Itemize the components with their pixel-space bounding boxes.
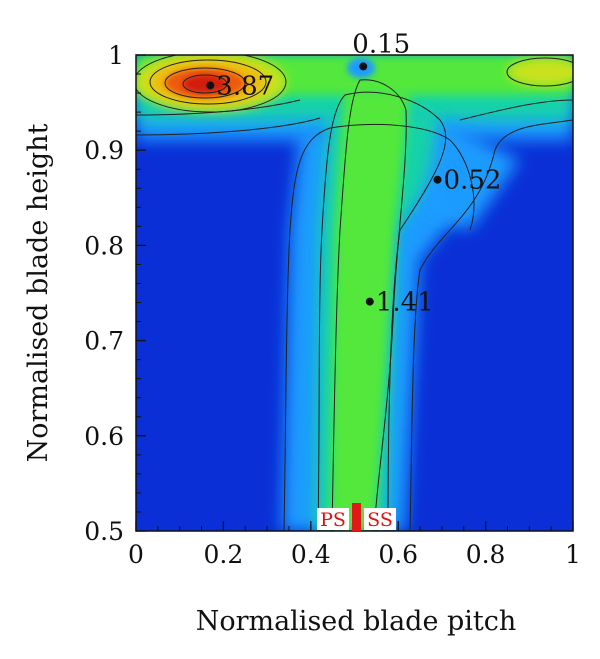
- y-axis-label: Normalised blade height: [23, 123, 54, 462]
- x-axis-label: Normalised blade pitch: [196, 606, 517, 637]
- pressure-suction-marker: PS SS: [317, 503, 396, 531]
- x-tick-label: 0: [128, 540, 144, 569]
- annotation-point: [206, 81, 215, 90]
- y-axis: 0.5 0.6 0.7 0.8 0.9 1: [84, 41, 146, 546]
- annotation-label: 3.87: [216, 71, 274, 101]
- heatmap-field: [136, 55, 573, 531]
- ps-label: PS: [320, 509, 346, 531]
- y-tick-label: 0.8: [84, 231, 124, 260]
- y-tick-label: 0.6: [84, 422, 124, 451]
- annotation-label: 1.41: [376, 288, 434, 318]
- ss-label: SS: [367, 509, 393, 531]
- x-tick-label: 0.8: [466, 540, 506, 569]
- blade-marker: [352, 503, 361, 531]
- x-tick-label: 0.6: [378, 540, 418, 569]
- annotation-point: [365, 297, 374, 306]
- annotation-point: [359, 62, 368, 71]
- ss-label-box: [364, 508, 396, 530]
- x-tick-label: 0.2: [204, 540, 244, 569]
- ps-label-box: [317, 508, 349, 530]
- contour-lines: [136, 55, 573, 531]
- annotation-label: 0.52: [444, 166, 502, 196]
- x-tick-label: 1: [565, 540, 581, 569]
- annotations: 3.87 0.15 0.52 1.41: [206, 29, 502, 318]
- x-axis: 0 0.2 0.4 0.6 0.8 1: [128, 521, 581, 569]
- annotation-point: [433, 175, 442, 184]
- y-tick-label: 0.9: [84, 136, 124, 165]
- y-tick-label: 0.7: [84, 327, 124, 356]
- x-tick-label: 0.4: [291, 540, 331, 569]
- y-tick-label: 0.5: [84, 517, 124, 546]
- y-tick-label: 1: [108, 41, 124, 70]
- annotation-label: 0.15: [352, 29, 410, 59]
